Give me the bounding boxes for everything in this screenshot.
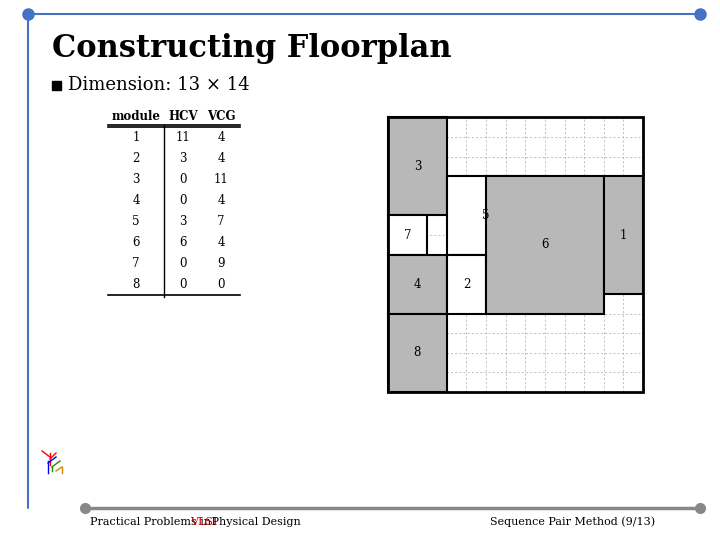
Bar (388, 314, 447, 392)
Text: 0: 0 (217, 278, 225, 291)
Text: 7: 7 (404, 228, 411, 241)
Bar (52, 81, 61, 90)
Text: 4: 4 (217, 131, 225, 144)
Text: 7: 7 (132, 257, 140, 270)
Text: 3: 3 (414, 160, 421, 173)
Text: VLSI: VLSI (190, 517, 217, 527)
Text: Dimension: 13 × 14: Dimension: 13 × 14 (68, 76, 250, 94)
Text: 5: 5 (132, 215, 140, 228)
Text: module: module (112, 110, 161, 123)
Text: Sequence Pair Method (9/13): Sequence Pair Method (9/13) (490, 517, 655, 527)
Text: 4: 4 (217, 194, 225, 207)
Bar (447, 176, 526, 255)
Text: Physical Design: Physical Design (208, 517, 301, 527)
Text: 1: 1 (132, 131, 140, 144)
Text: 4: 4 (217, 152, 225, 165)
Text: 1: 1 (620, 228, 627, 241)
Bar (604, 176, 643, 294)
Text: 4: 4 (414, 278, 421, 291)
Bar (388, 117, 643, 392)
Text: 8: 8 (414, 346, 421, 359)
Text: 2: 2 (463, 278, 470, 291)
Text: 0: 0 (179, 194, 186, 207)
Text: 6: 6 (179, 236, 186, 249)
Text: 8: 8 (132, 278, 140, 291)
Text: VCG: VCG (207, 110, 235, 123)
Text: 6: 6 (541, 238, 549, 252)
Bar (388, 215, 427, 255)
Text: 9: 9 (217, 257, 225, 270)
Bar (447, 255, 486, 314)
Text: 0: 0 (179, 278, 186, 291)
Text: 2: 2 (132, 152, 140, 165)
Text: 3: 3 (179, 215, 186, 228)
Text: HCV: HCV (168, 110, 198, 123)
Bar (388, 255, 447, 314)
Text: 11: 11 (214, 173, 228, 186)
Text: Constructing Floorplan: Constructing Floorplan (52, 32, 451, 64)
Text: Practical Problems in: Practical Problems in (90, 517, 215, 527)
Bar (486, 176, 604, 314)
Text: 3: 3 (132, 173, 140, 186)
Text: 7: 7 (217, 215, 225, 228)
Text: 3: 3 (179, 152, 186, 165)
Text: 0: 0 (179, 257, 186, 270)
Text: 6: 6 (132, 236, 140, 249)
Text: 11: 11 (176, 131, 190, 144)
Text: 5: 5 (482, 209, 490, 222)
Text: 0: 0 (179, 173, 186, 186)
Bar (388, 117, 447, 215)
Text: 4: 4 (132, 194, 140, 207)
Text: 4: 4 (217, 236, 225, 249)
